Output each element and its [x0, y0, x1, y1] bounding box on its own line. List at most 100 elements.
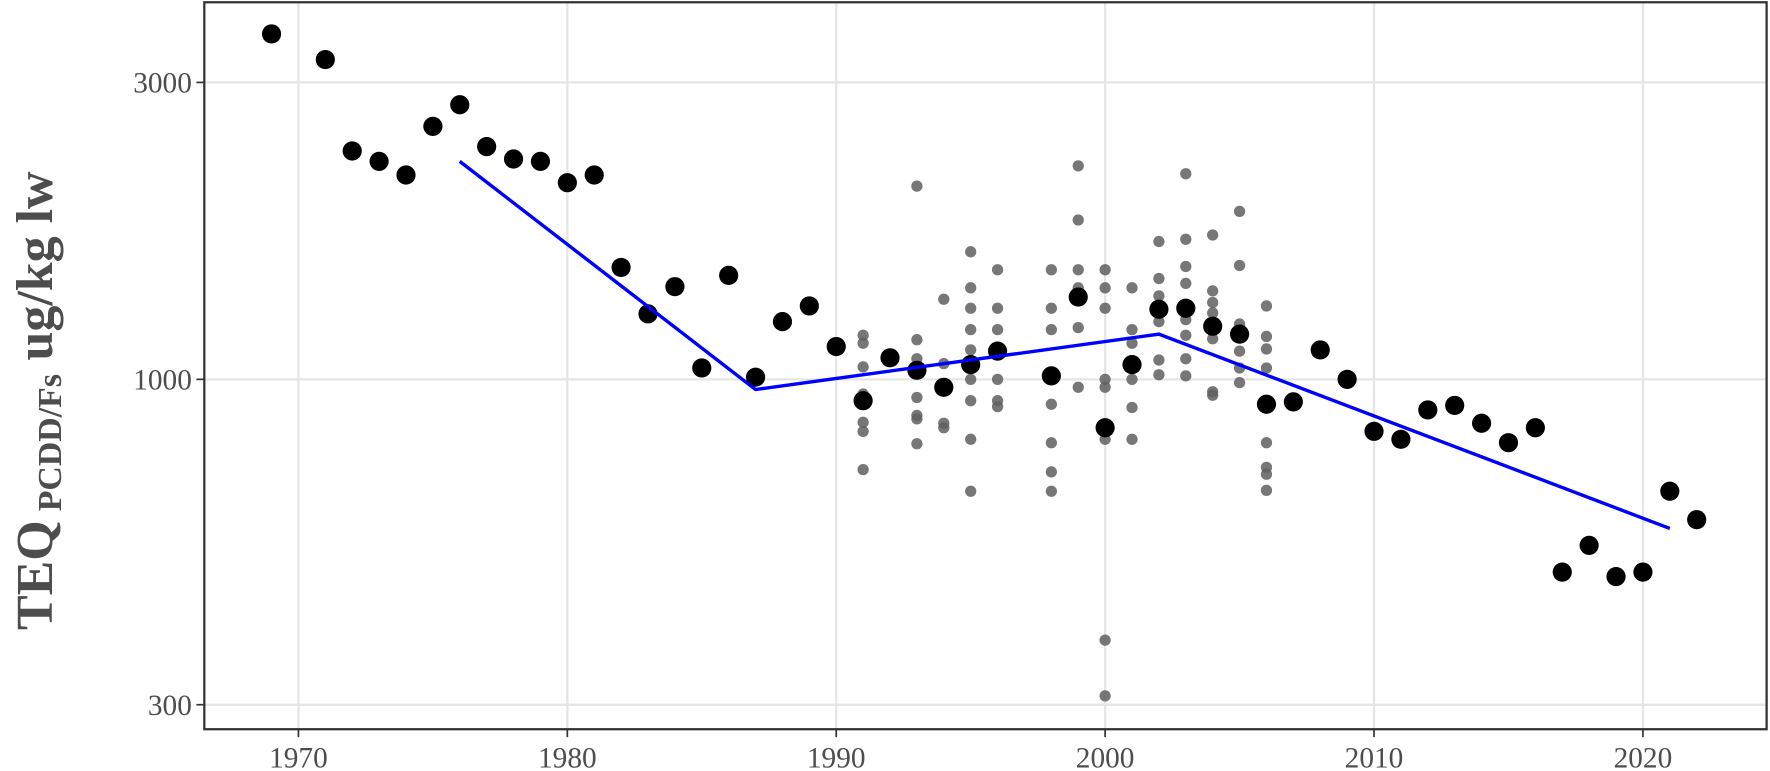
sample-point — [911, 413, 923, 425]
sample-point — [1260, 484, 1273, 497]
annual-mean-point — [477, 137, 497, 157]
annual-mean-point — [1095, 418, 1115, 438]
x-tick-label: 1980 — [538, 743, 597, 771]
annual-mean-point — [745, 367, 766, 387]
x-tick-label: 1990 — [807, 743, 866, 771]
sample-point — [965, 282, 977, 294]
sample-point — [1233, 205, 1246, 217]
sample-point — [1045, 264, 1057, 276]
sample-point — [1099, 302, 1111, 314]
y-label-sub: PCDD/Fs — [32, 374, 69, 511]
sample-point — [1099, 282, 1111, 294]
sample-point — [1207, 285, 1219, 297]
sample-point — [1260, 330, 1273, 343]
sample-point — [1233, 345, 1246, 357]
annual-mean-point — [1041, 366, 1061, 386]
sample-point — [965, 323, 977, 336]
sample-point — [1180, 277, 1192, 290]
sample-point — [1099, 373, 1111, 385]
annual-mean-point — [1229, 324, 1250, 344]
annual-mean-point — [1337, 369, 1357, 389]
annual-mean-point — [719, 265, 739, 286]
y-label-unit: ug/kg lw — [7, 171, 64, 360]
sample-point — [1207, 333, 1219, 345]
annual-mean-point — [1176, 298, 1196, 318]
plot-background — [204, 2, 1767, 730]
sample-point — [1207, 229, 1219, 241]
sample-point — [1207, 307, 1219, 319]
sample-point — [965, 373, 977, 385]
annual-mean-point — [261, 24, 282, 44]
sample-point — [1207, 296, 1219, 309]
sample-point — [911, 180, 923, 192]
sample-point — [1126, 337, 1138, 349]
sample-point — [991, 302, 1004, 314]
sample-point — [1180, 329, 1192, 341]
sample-point — [857, 361, 869, 373]
sample-point — [911, 334, 923, 346]
annual-mean-point — [1418, 400, 1438, 420]
sample-point — [1153, 369, 1165, 381]
trend-line — [458, 160, 1671, 531]
sample-point — [1153, 272, 1165, 285]
sample-point — [1233, 259, 1246, 272]
y-axis-label: TEQ PCDD/Fs ug/kg lw — [7, 171, 69, 630]
annual-mean-point — [826, 336, 846, 357]
annual-mean-point — [557, 173, 577, 193]
sample-point — [1099, 264, 1111, 276]
annual-mean-point — [1068, 287, 1088, 307]
sample-point — [1180, 168, 1192, 180]
sample-point — [1072, 214, 1084, 226]
annual-mean-point — [1149, 299, 1169, 319]
annual-mean-point — [799, 296, 819, 316]
annual-mean-point — [934, 377, 954, 397]
annual-mean-point — [665, 277, 685, 297]
y-tick-label: 300 — [148, 690, 192, 722]
annual-mean-point — [584, 165, 604, 185]
sample-point — [1207, 389, 1219, 401]
sample-point — [1045, 485, 1057, 497]
sample-point — [1180, 260, 1192, 273]
annual-mean-point — [423, 116, 443, 136]
sample-point — [1045, 437, 1057, 449]
sample-point — [1099, 381, 1111, 393]
sample-point — [1153, 235, 1165, 248]
sample-point — [965, 485, 977, 497]
sample-point — [1233, 376, 1246, 389]
sample-point — [1260, 343, 1273, 355]
annual-mean-point — [772, 312, 793, 332]
sample-point — [1126, 433, 1138, 445]
annual-mean-point — [611, 257, 631, 278]
annual-mean-point — [315, 49, 335, 70]
sample-point — [1260, 300, 1273, 312]
annual-mean-point — [907, 360, 927, 380]
sample-point — [1099, 690, 1111, 702]
annual-mean-point — [1687, 510, 1707, 530]
sample-point — [1180, 353, 1192, 365]
sample-point — [1180, 370, 1192, 382]
sample-point — [991, 264, 1004, 276]
annual-mean-point — [692, 358, 712, 378]
annual-mean-point — [1445, 395, 1465, 416]
plot-border — [203, 1, 1768, 731]
sample-point — [1072, 381, 1084, 393]
sample-point — [857, 463, 869, 476]
annual-mean-point — [1579, 535, 1599, 555]
annual-mean-point — [1498, 433, 1519, 453]
annual-mean-point — [853, 391, 873, 411]
sample-point — [991, 373, 1004, 385]
annual-mean-point — [342, 141, 362, 161]
y-tick-label: 1000 — [133, 365, 192, 397]
sample-point — [965, 302, 977, 314]
sample-point — [1126, 373, 1138, 385]
y-label-main: TEQ — [7, 520, 64, 630]
sample-point — [938, 422, 950, 434]
annual-mean-point — [1525, 418, 1545, 438]
sample-point — [1072, 321, 1084, 334]
sample-point — [1126, 323, 1138, 336]
sample-point — [1045, 398, 1057, 410]
sample-point — [938, 293, 950, 305]
sample-point — [1153, 290, 1165, 302]
sample-point — [1099, 634, 1111, 646]
